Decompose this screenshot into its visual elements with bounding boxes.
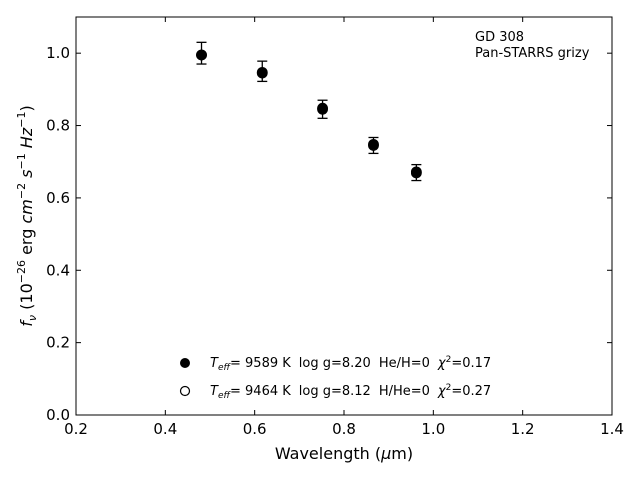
x-tick-label: 0.4: [153, 420, 177, 438]
x-tick-label: 1.4: [600, 420, 624, 438]
y-tick-label: 1.0: [46, 44, 70, 62]
x-tick-label: 1.0: [421, 420, 445, 438]
y-tick-label: 0.2: [46, 334, 70, 352]
plot-marks: [196, 41, 422, 182]
y-tick-label: 0.8: [46, 117, 70, 135]
x-tick-label: 1.2: [511, 420, 535, 438]
model-point-filled: [256, 67, 268, 79]
y-tick-label: 0.0: [46, 406, 70, 424]
x-tick-label: 0.8: [332, 420, 356, 438]
x-axis-label: Wavelength (μm): [275, 444, 413, 463]
model-point-filled: [317, 102, 328, 114]
survey-annotation: Pan-STARRS grizy: [475, 46, 590, 61]
legend-marker-open: [179, 385, 191, 397]
model-point-filled: [368, 138, 379, 150]
x-tick-label: 0.6: [243, 420, 267, 438]
model-point-filled: [410, 166, 422, 178]
y-axis-label: fν (10−26 erg cm−2 s−1 Hz−1): [15, 105, 39, 326]
y-tick-label: 0.6: [46, 189, 70, 207]
axis-ticks: 0.2 0.4 0.6 0.8 1.0 1.2 1.40.00.20.40.60.81.0: [46, 17, 624, 438]
plot-frame: [75, 16, 613, 416]
object-name-annotation: GD 308: [475, 30, 524, 45]
model-point-filled: [196, 49, 207, 61]
y-tick-label: 0.4: [46, 261, 70, 279]
x-tick-label: 0.2: [64, 420, 88, 438]
legend-marker-filled: [180, 358, 190, 368]
